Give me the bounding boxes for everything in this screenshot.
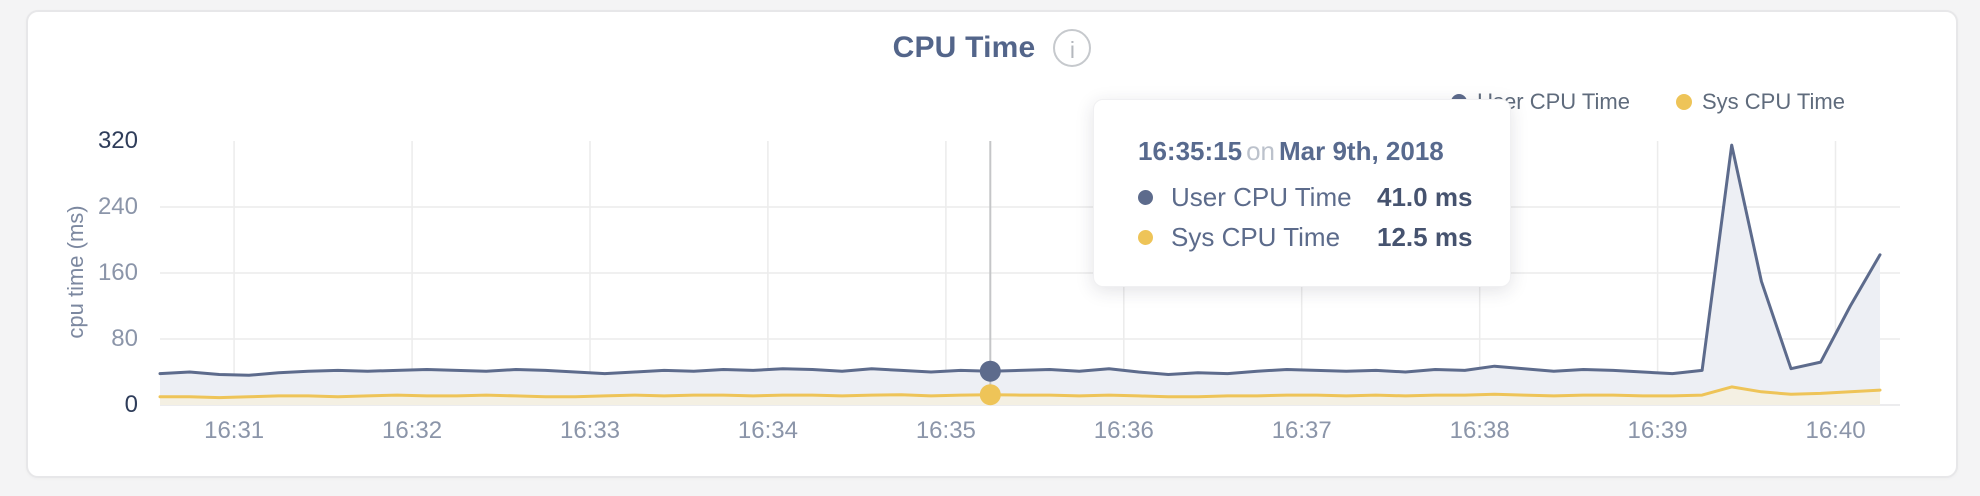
tooltip-time: 16:35:15: [1138, 136, 1243, 166]
chart-title: CPU Time: [892, 31, 1036, 64]
x-tick-label: 16:37: [1271, 417, 1332, 444]
tooltip-series-label: Sys CPU Time: [1171, 221, 1341, 252]
y-tick-label: 0: [124, 391, 138, 418]
sys-cpu-line: [158, 385, 1882, 400]
x-tick-label: 16:35: [915, 417, 976, 444]
chart-tooltip: 16:35:15 on Mar 9th, 2018 User CPU Time 41…: [1093, 99, 1511, 287]
x-tick-label: 16:34: [737, 417, 798, 444]
tooltip-series-value: 12.5 ms: [1377, 221, 1473, 252]
sys-series-dot: [1138, 229, 1153, 245]
x-tick-label: 16:39: [1627, 417, 1688, 444]
user-cpu-area: [160, 145, 1880, 405]
tooltip-date: Mar 9th, 2018: [1279, 136, 1444, 166]
x-tick-label: 16:33: [559, 417, 621, 444]
tooltip-series-value: 41.0 ms: [1377, 181, 1473, 212]
tooltip-connector: on: [1246, 136, 1275, 166]
tooltip-row-user: User CPU Time 41.0 ms: [1138, 177, 1490, 217]
tooltip-title: 16:35:15 on Mar 9th, 2018: [1138, 136, 1490, 167]
chart-legend: User CPU Time Sys CPU Time: [1451, 89, 1845, 115]
y-tick-label: 160: [97, 259, 138, 286]
y-tick-label: 320: [97, 127, 138, 154]
sys-selected-point-dot: [979, 384, 1001, 406]
sys-series-dot: [1675, 94, 1692, 110]
tooltip-series-label: User CPU Time: [1171, 181, 1352, 212]
user-cpu-line: [158, 143, 1882, 377]
tooltip-row-sys: Sys CPU Time 12.5 ms: [1138, 217, 1490, 257]
user-series-dot: [1138, 189, 1153, 205]
chart-header: CPU Time i: [26, 26, 1958, 70]
user-selected-point-dot: [979, 360, 1001, 382]
x-tick-label: 16:40: [1805, 417, 1866, 444]
x-tick-label: 16:38: [1449, 417, 1510, 444]
y-tick-label: 240: [97, 193, 138, 220]
legend-label: Sys CPU Time: [1701, 89, 1845, 114]
x-tick-label: 16:31: [204, 417, 265, 444]
x-tick-label: 16:32: [382, 417, 443, 444]
legend-item-sys-cpu-time[interactable]: Sys CPU Time: [1675, 89, 1845, 115]
info-icon[interactable]: i: [1053, 29, 1092, 67]
x-tick-label: 16:36: [1093, 417, 1154, 444]
y-tick-label: 80: [111, 325, 138, 352]
